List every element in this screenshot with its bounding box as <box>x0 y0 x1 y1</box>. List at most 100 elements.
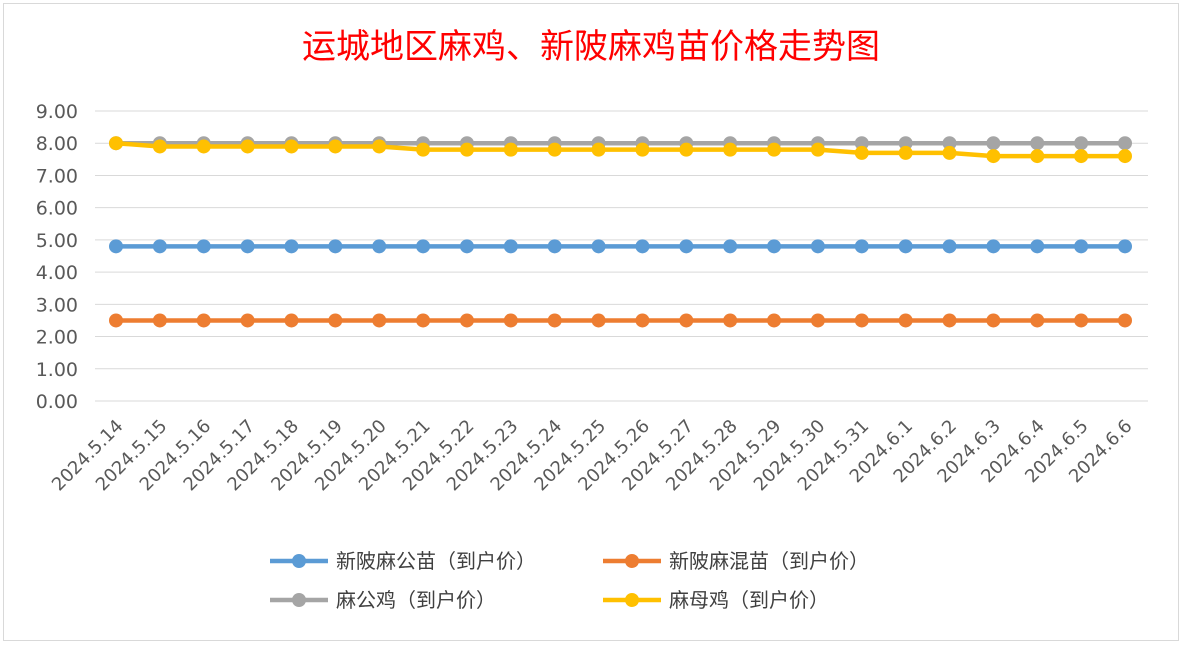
data-point <box>372 239 387 254</box>
data-point <box>240 313 255 328</box>
series-layer <box>109 136 1132 328</box>
data-point <box>1074 239 1089 254</box>
data-point <box>723 313 738 328</box>
data-point <box>854 136 869 151</box>
data-point <box>152 313 167 328</box>
data-point <box>1030 149 1045 164</box>
data-point <box>942 313 957 328</box>
data-point <box>328 239 343 254</box>
legend-swatch-marker <box>292 554 306 568</box>
y-tick-label: 1.00 <box>36 359 78 381</box>
y-tick-label: 9.00 <box>36 101 78 123</box>
series-1 <box>109 313 1132 328</box>
data-point <box>723 239 738 254</box>
data-point <box>854 313 869 328</box>
data-point <box>1118 136 1132 151</box>
y-tick-label: 0.00 <box>36 391 78 413</box>
data-point <box>679 239 694 254</box>
legend-swatch-marker <box>292 593 306 607</box>
legend-label: 新陂麻公苗（到户价） <box>336 549 536 573</box>
data-point <box>942 145 957 160</box>
series-line <box>115 140 1125 159</box>
data-point <box>635 313 650 328</box>
y-tick-label: 4.00 <box>36 262 78 284</box>
data-point <box>152 239 167 254</box>
data-point <box>1030 136 1045 151</box>
legend: 新陂麻公苗（到户价） 新陂麻混苗（到户价） 麻公鸡（到户价） 麻母鸡（到户价） <box>270 549 869 612</box>
data-point <box>635 239 650 254</box>
data-point <box>240 139 255 154</box>
data-point <box>459 313 474 328</box>
data-point <box>591 142 606 157</box>
data-point <box>503 142 518 157</box>
y-tick-label: 6.00 <box>36 198 78 220</box>
data-point <box>942 239 957 254</box>
legend-item: 麻公鸡（到户价） <box>270 588 496 612</box>
data-point <box>284 139 299 154</box>
data-point <box>152 139 167 154</box>
data-point <box>196 313 211 328</box>
data-point <box>503 239 518 254</box>
y-tick-label: 3.00 <box>36 294 78 316</box>
y-tick-label: 8.00 <box>36 133 78 155</box>
data-point <box>372 139 387 154</box>
data-point <box>1030 313 1045 328</box>
data-point <box>986 136 1001 151</box>
data-point <box>898 313 913 328</box>
data-point <box>109 136 123 151</box>
data-point <box>898 145 913 160</box>
data-point <box>503 313 518 328</box>
legend-item: 新陂麻公苗（到户价） <box>270 549 536 573</box>
data-point <box>1118 313 1132 328</box>
data-point <box>284 313 299 328</box>
data-point <box>196 139 211 154</box>
data-point <box>591 313 606 328</box>
data-point <box>986 239 1001 254</box>
legend-label: 新陂麻混苗（到户价） <box>669 549 869 573</box>
data-point <box>1074 313 1089 328</box>
data-point <box>240 239 255 254</box>
legend-label: 麻公鸡（到户价） <box>336 588 496 612</box>
data-point <box>1074 136 1089 151</box>
data-point <box>416 239 431 254</box>
y-axis-labels: 0.00 1.00 2.00 3.00 4.00 5.00 6.00 7.00 8.00 9.00 <box>36 101 78 413</box>
data-point <box>109 239 123 254</box>
series-0 <box>109 239 1132 254</box>
data-point <box>372 313 387 328</box>
data-point <box>196 239 211 254</box>
data-point <box>416 313 431 328</box>
y-tick-label: 2.00 <box>36 327 78 349</box>
data-point <box>109 313 123 328</box>
data-point <box>986 149 1001 164</box>
data-point <box>416 142 431 157</box>
y-tick-label: 5.00 <box>36 230 78 252</box>
data-point <box>723 142 738 157</box>
legend-item: 新陂麻混苗（到户价） <box>603 549 869 573</box>
data-point <box>1074 149 1089 164</box>
data-point <box>767 142 782 157</box>
data-point <box>328 313 343 328</box>
data-point <box>328 139 343 154</box>
data-point <box>942 136 957 151</box>
data-point <box>854 145 869 160</box>
data-point <box>635 142 650 157</box>
y-tick-label: 7.00 <box>36 165 78 187</box>
data-point <box>679 313 694 328</box>
data-point <box>767 313 782 328</box>
series-3 <box>109 136 1132 164</box>
data-point <box>810 313 825 328</box>
data-point <box>854 239 869 254</box>
legend-swatch-marker <box>625 593 639 607</box>
data-point <box>284 239 299 254</box>
legend-swatch-marker <box>625 554 639 568</box>
data-point <box>547 239 562 254</box>
data-point <box>459 239 474 254</box>
x-axis-labels: 2024.5.142024.5.152024.5.162024.5.172024… <box>48 416 1137 496</box>
data-point <box>1030 239 1045 254</box>
legend-label: 麻母鸡（到户价） <box>669 588 829 612</box>
legend-item: 麻母鸡（到户价） <box>603 588 829 612</box>
data-point <box>810 239 825 254</box>
data-point <box>767 239 782 254</box>
data-point <box>679 142 694 157</box>
